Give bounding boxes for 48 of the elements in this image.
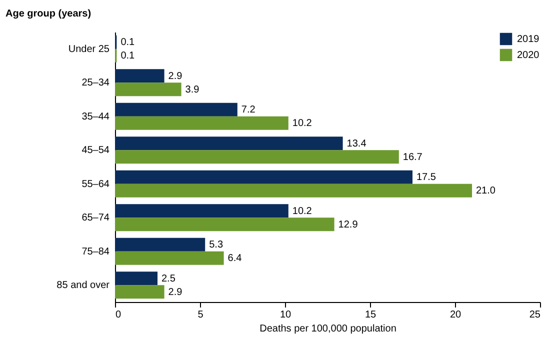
- data-label: 0.1: [120, 37, 136, 48]
- data-label: 12.9: [338, 219, 358, 230]
- y-tick-label: 55–64: [82, 178, 110, 190]
- bar: [115, 204, 288, 218]
- bar: [115, 218, 334, 232]
- data-label: 2.5: [162, 273, 176, 284]
- bar: [115, 285, 164, 299]
- y-axis-title: Age group (years): [6, 8, 92, 20]
- y-tick-label: 25–34: [82, 78, 110, 89]
- data-label: 16.7: [402, 152, 423, 163]
- x-tick-label: 15: [364, 310, 376, 320]
- bar: [115, 82, 182, 96]
- data-label: 7.2: [241, 104, 256, 116]
- bar: [115, 170, 412, 184]
- bar: [115, 69, 164, 83]
- y-tick-label: 35–44: [82, 111, 110, 122]
- bar: [115, 272, 158, 286]
- bar: [115, 184, 472, 198]
- y-tick-label: 45–54: [82, 145, 110, 156]
- x-tick-label: 10: [280, 310, 292, 320]
- legend-label: 2019: [517, 34, 540, 45]
- y-tick-label: 75–84: [82, 246, 110, 258]
- data-label: 21.0: [476, 186, 496, 197]
- data-label: 2.9: [168, 70, 183, 82]
- data-label: 10.2: [292, 206, 312, 217]
- bar: [115, 136, 343, 150]
- x-tick-label: 5: [198, 310, 204, 320]
- x-axis-title: Deaths per 100,000 population: [260, 324, 396, 334]
- x-tick-label: 20: [450, 310, 462, 320]
- data-label: 13.4: [346, 138, 367, 150]
- y-tick-label: 65–74: [82, 212, 110, 224]
- data-label: 2.9: [168, 286, 183, 298]
- data-label: 10.2: [292, 118, 312, 130]
- data-label: 0.1: [120, 50, 136, 62]
- x-tick-label: 25: [529, 310, 541, 320]
- bar: [115, 238, 206, 252]
- data-label: 6.4: [228, 253, 242, 264]
- bar: [115, 102, 238, 116]
- y-tick-label: Under 25: [68, 44, 110, 55]
- legend-label: 2020: [517, 50, 540, 61]
- data-label: 17.5: [416, 172, 436, 184]
- y-tick-label: 85 and over: [56, 280, 110, 292]
- bar: [115, 150, 399, 164]
- data-label: 3.9: [185, 84, 200, 96]
- data-label: 5.3: [209, 240, 224, 251]
- x-tick-label: 0: [116, 310, 122, 320]
- bar: [115, 251, 224, 265]
- bar: [115, 116, 288, 130]
